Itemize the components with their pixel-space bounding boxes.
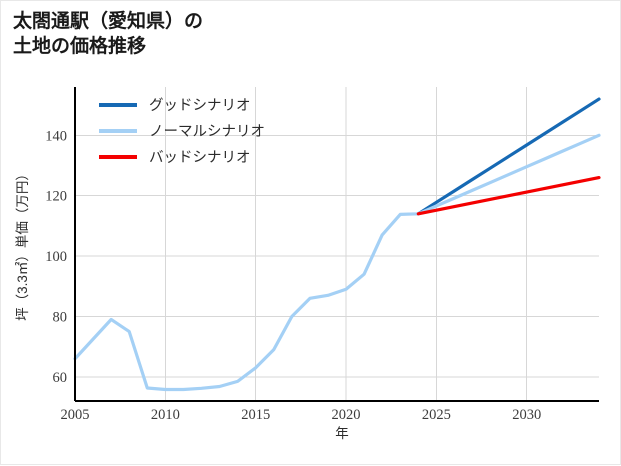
chart-title-line-1: 太閤通駅（愛知県）の xyxy=(13,11,204,32)
x-axis-title: 年 xyxy=(335,426,349,441)
gridlines xyxy=(74,87,599,401)
y-tick-120: 120 xyxy=(45,189,67,205)
y-axis-title: 坪（3.3㎡）単価（万円） xyxy=(15,167,30,321)
chart-title-line-2: 土地の価格推移 xyxy=(13,36,147,58)
legend-label-バッドシナリオ: バッドシナリオ xyxy=(149,150,251,166)
x-tick-2025: 2025 xyxy=(422,407,451,423)
x-tick-2010: 2010 xyxy=(151,407,180,423)
axes xyxy=(73,87,599,403)
y-tick-80: 80 xyxy=(53,309,68,325)
legend-label-グッドシナリオ: グッドシナリオ xyxy=(149,97,251,114)
series-line-グッドシナリオ xyxy=(416,97,601,216)
legend-label-ノーマルシナリオ: ノーマルシナリオ xyxy=(149,124,265,140)
series-line-バッドシナリオ xyxy=(416,175,601,216)
series-line-ノーマルシナリオ xyxy=(73,133,601,392)
chart-title: 太閤通駅（愛知県）の 土地の価格推移 xyxy=(13,9,573,59)
x-tick-2005: 2005 xyxy=(61,407,90,423)
series-lines xyxy=(73,97,601,392)
y-tick-60: 60 xyxy=(53,370,68,386)
y-tick-140: 140 xyxy=(45,128,67,144)
x-axis-tick-labels: 2005 2010 2015 2020 2025 2030 xyxy=(61,407,542,423)
x-tick-2030: 2030 xyxy=(512,407,541,423)
y-tick-100: 100 xyxy=(45,249,67,265)
y-axis-tick-labels: 60 80 100 120 140 xyxy=(45,128,67,386)
x-tick-2020: 2020 xyxy=(332,407,361,423)
x-tick-2015: 2015 xyxy=(241,407,270,423)
